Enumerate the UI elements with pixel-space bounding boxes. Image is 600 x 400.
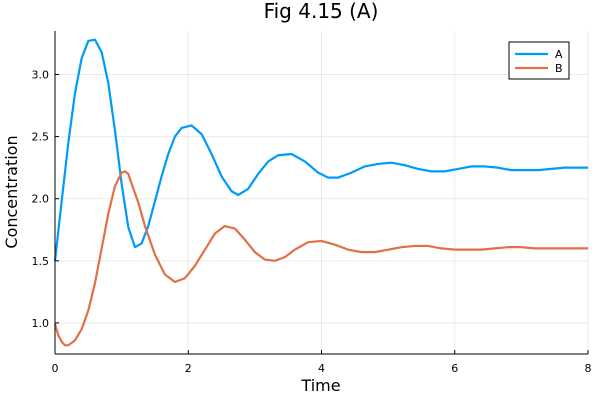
series-lines [53, 38, 588, 347]
x-tick-label: 6 [451, 362, 458, 375]
y-tick-label: 1.5 [32, 255, 50, 268]
legend-label-B: B [555, 62, 563, 75]
y-tick-label: 1.0 [32, 317, 50, 330]
x-axis-label: Time [300, 376, 340, 395]
x-tick-label: 2 [185, 362, 192, 375]
y-ticks: 1.0 1.5 2.0 2.5 3.0 [32, 68, 59, 330]
series-line-B [53, 170, 588, 347]
legend: AB [508, 41, 570, 80]
x-ticks: 0 2 4 6 8 [52, 350, 592, 375]
x-tick-label: 8 [585, 362, 592, 375]
x-tick-label: 4 [318, 362, 325, 375]
legend-label-A: A [555, 48, 563, 61]
legend-box [508, 41, 570, 80]
x-tick-label: 0 [52, 362, 59, 375]
grid [54, 31, 589, 354]
y-tick-label: 2.5 [32, 131, 50, 144]
chart-title: Fig 4.15 (A) [264, 0, 379, 23]
series-line-A [53, 38, 588, 261]
y-tick-label: 2.0 [32, 193, 50, 206]
y-axis-label: Concentration [2, 135, 21, 248]
y-tick-label: 3.0 [32, 68, 50, 81]
